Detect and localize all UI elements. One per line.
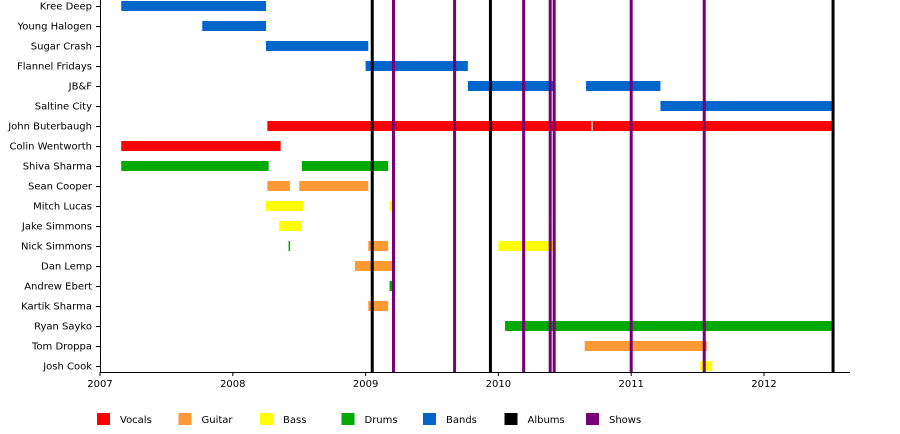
bar-saltine-city-bands-7 [660,101,834,111]
legend-swatch-guitar [178,413,192,425]
row-label-ryan-sayko: Ryan Sayko [34,322,92,333]
bar-mitch-lucas-bass-15 [266,201,304,211]
event-line-shows-8 [702,0,706,372]
bar-andrew-ebert-drums-23 [389,281,394,291]
bar-dan-lemp-guitar-22 [354,261,395,271]
legend-label-guitar: Guitar [202,415,234,426]
bar-jb-f-bands-5 [586,81,595,91]
event-line-shows-7 [629,0,633,372]
bar-josh-cook-bass-27 [700,361,713,371]
row-label-nick-simmons: Nick Simmons [21,242,92,253]
bar-jake-simmons-bass-17 [279,221,302,231]
legend-swatch-bands [423,413,436,425]
x-tick-label-2012: 2012 [751,379,776,390]
bar-nick-simmons-bass-21 [498,241,553,251]
event-line-shows-4 [522,0,526,372]
legend-swatch-vocals [97,413,110,425]
row-label-sean-cooper: Sean Cooper [28,182,93,193]
row-label-saltine-city: Saltine City [35,102,92,113]
event-line-albums-9 [831,0,835,372]
legend-label-shows: Shows [609,415,641,426]
bar-kartik-sharma-guitar-24 [368,301,389,311]
bar-shiva-sharma-drums-11 [121,161,269,171]
row-label-mitch-lucas: Mitch Lucas [33,202,92,213]
legend-label-bands: Bands [446,415,477,426]
bar-nick-simmons-drums-19 [288,241,291,251]
row-label-jake-simmons: Jake Simmons [21,222,92,233]
row-label-tom-droppa: Tom Droppa [31,342,92,353]
legend-swatch-shows [586,413,599,425]
legend-label-albums: Albums [528,415,565,426]
event-line-shows-1 [391,0,395,372]
bar-young-halogen-bands-1 [202,21,266,31]
row-label-josh-cook: Josh Cook [42,362,92,373]
bar-mitch-lucas-bass-16 [389,201,394,211]
legend-label-bass: Bass [283,415,306,426]
bar-kree-deep-bands-0 [121,1,266,11]
bar-tom-droppa-guitar-26 [584,341,707,351]
bar-sugar-crash-bands-2 [266,41,369,51]
row-label-dan-lemp: Dan Lemp [41,262,92,273]
row-label-shiva-sharma: Shiva Sharma [23,162,92,173]
bar-sean-cooper-guitar-14 [299,181,369,191]
bar-shiva-sharma-drums-12 [301,161,389,171]
legend-label-drums: Drums [365,415,398,426]
bar-flannel-fridays-bands-3 [365,61,468,71]
event-line-albums-0 [370,0,374,372]
event-line-shows-2 [453,0,457,372]
x-tick-label-2009: 2009 [353,379,378,390]
row-label-young-halogen: Young Halogen [17,22,92,33]
bar-colin-wentworth-vocals-10 [121,141,281,151]
x-tick-label-2010: 2010 [486,379,511,390]
event-line-albums-3 [488,0,492,372]
row-label-sugar-crash: Sugar Crash [31,42,92,53]
event-line-shows-6 [552,0,556,372]
x-tick-label-2011: 2011 [618,379,643,390]
row-label-colin-wentworth: Colin Wentworth [9,142,92,153]
event-line-shows-5 [548,0,552,372]
legend-swatch-bass [260,413,273,425]
bar-nick-simmons-guitar-20 [368,241,389,251]
bar-jb-f-bands-4 [467,81,555,91]
row-label-jb-f: JB&F [68,82,93,93]
legend-swatch-albums [504,413,518,425]
x-tick-label-2008: 2008 [220,379,245,390]
x-tick-label-2007: 2007 [87,379,112,390]
bar-john-buterbaugh-vocals-9 [592,121,834,131]
bar-john-buterbaugh-vocals-8 [267,121,592,131]
bar-ryan-sayko-drums-25 [505,321,834,331]
row-label-andrew-ebert: Andrew Ebert [24,282,92,293]
legend-label-vocals: Vocals [120,415,152,426]
row-label-john-buterbaugh: John Buterbaugh [7,122,92,133]
legend-swatch-drums [341,413,355,425]
row-label-kree-deep: Kree Deep [40,2,92,13]
row-label-kartik-sharma: Kartik Sharma [21,302,92,313]
bar-jb-f-bands-6 [594,81,661,91]
row-label-flannel-fridays: Flannel Fridays [17,62,92,73]
bar-sean-cooper-guitar-13 [267,181,290,191]
